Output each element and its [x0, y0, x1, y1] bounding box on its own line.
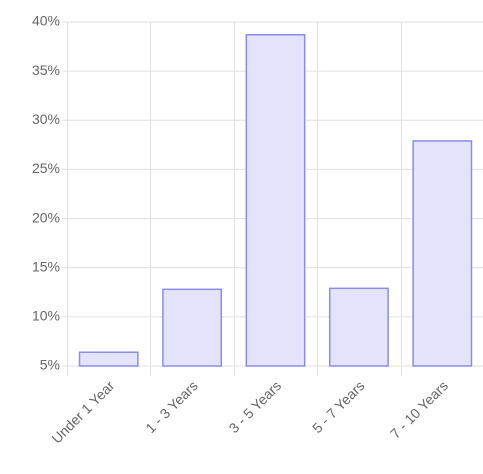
y-tick-label: 15% — [32, 258, 60, 274]
y-tick-label: 40% — [32, 13, 60, 29]
x-tick-label: 1 - 3 Years — [142, 377, 201, 436]
bar — [162, 288, 223, 367]
x-tick-label: 5 - 7 Years — [309, 377, 368, 436]
y-tick-label: 10% — [32, 308, 60, 324]
x-tick-label: 7 - 10 Years — [387, 377, 451, 441]
bar — [328, 287, 389, 367]
y-tick-label: 25% — [32, 160, 60, 176]
y-tick-label: 20% — [32, 209, 60, 225]
y-tick-label: 35% — [32, 62, 60, 78]
bar — [78, 351, 139, 367]
y-tick-label: 30% — [32, 111, 60, 127]
bar — [245, 34, 306, 367]
x-tick-label: Under 1 Year — [48, 377, 117, 446]
x-tick-label: 3 - 5 Years — [226, 377, 285, 436]
bar — [412, 140, 473, 367]
y-tick-label: 5% — [40, 357, 60, 373]
